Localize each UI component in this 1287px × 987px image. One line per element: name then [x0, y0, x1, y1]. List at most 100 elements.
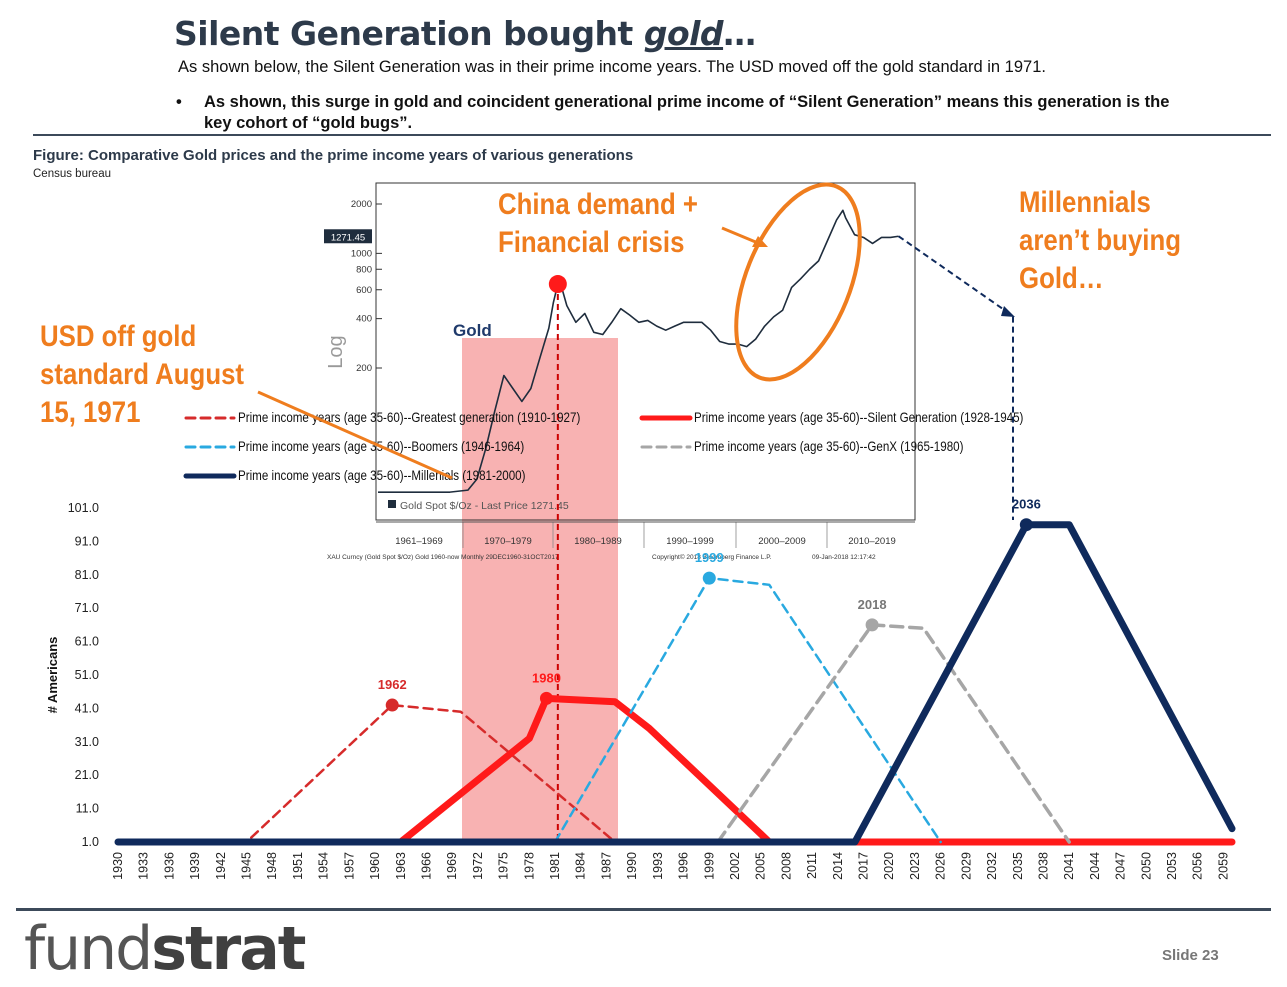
gold-peak-marker: [548, 275, 567, 294]
gold-footer-right: 09-Jan-2018 12:17:42: [812, 554, 876, 561]
figure-source: Census bureau: [33, 168, 111, 180]
x-tick-label: 2050: [1139, 852, 1153, 880]
silent-gen-shaded-band: [462, 338, 618, 842]
gold-projection-line: [898, 235, 1014, 520]
x-tick-label: 2053: [1165, 852, 1179, 880]
series-marker-boomers: [702, 571, 716, 585]
series-marker-greatest: [385, 698, 399, 712]
y-tick-label: 61.0: [75, 635, 99, 649]
x-tick-label: 2056: [1191, 852, 1205, 880]
x-tick-label: 1960: [368, 852, 382, 880]
x-tick-label: 1993: [651, 852, 665, 880]
series-marker-label-silent: 1980: [532, 670, 561, 685]
x-tick-label: 1984: [574, 852, 588, 880]
gold-y-axis-label: Log: [325, 335, 347, 368]
y-tick-label: 11.0: [76, 802, 99, 816]
figure-title: Figure: Comparative Gold prices and the …: [33, 147, 634, 164]
annotation-millennials: Millennials aren’t buying Gold…: [1019, 184, 1181, 298]
bullet-point: • As shown, this surge in gold and coinc…: [176, 92, 1188, 134]
x-tick-label: 1969: [445, 852, 459, 880]
x-tick-label: 1996: [677, 852, 691, 880]
x-tick-label: 2023: [908, 852, 922, 880]
gold-y-tick-label: 200: [356, 363, 372, 374]
series-marker-millennials: [1019, 518, 1033, 532]
china-pointer-line: [721, 226, 759, 245]
x-tick-label: 2041: [1062, 852, 1076, 880]
x-tick-label: 1945: [240, 852, 254, 880]
bullet-text: As shown, this surge in gold and coincid…: [204, 93, 1170, 132]
annotation-china: China demand + Financial crisis: [498, 186, 698, 262]
title-emphasis: gold: [643, 14, 724, 53]
series-marker-genx: [865, 618, 879, 632]
fundstrat-logo: fundstrat: [24, 914, 306, 984]
x-tick-label: 2032: [985, 852, 999, 880]
x-tick-label: 1954: [317, 852, 331, 880]
x-tick-label: 1975: [497, 852, 511, 880]
x-tick-label: 1990: [625, 852, 639, 880]
legend-label-millennials: Prime income years (age 35-60)--Millenia…: [238, 468, 526, 483]
x-tick-label: 2014: [831, 852, 845, 880]
x-tick-label: 2017: [857, 852, 871, 880]
bottom-divider: [16, 908, 1271, 911]
gold-x-tick-label: 1970–1979: [484, 536, 532, 547]
x-tick-label: 1942: [214, 852, 228, 880]
gold-y-tick-label: 1000: [351, 248, 372, 259]
x-tick-label: 2044: [1088, 852, 1102, 880]
gold-x-tick-label: 1980–1989: [574, 536, 622, 547]
gold-current-price-badge: [324, 229, 372, 244]
gold-x-tick-label: 2010–2019: [848, 536, 896, 547]
legend-label-silent: Prime income years (age 35-60)--Silent G…: [694, 410, 1023, 425]
x-tick-label: 1957: [342, 852, 356, 880]
y-tick-label: 21.0: [75, 768, 99, 782]
x-tick-label: 2059: [1216, 852, 1230, 880]
slide-subtitle: As shown below, the Silent Generation wa…: [178, 58, 1046, 76]
annotation-usd-line3: 15, 1971: [40, 396, 141, 429]
y-tick-label: 91.0: [75, 534, 99, 548]
y-tick-label: 81.0: [75, 568, 99, 582]
legend-label-greatest: Prime income years (age 35-60)--Greatest…: [238, 410, 580, 425]
y-tick-label: 101.0: [68, 501, 99, 515]
gold-y-tick-label: 600: [356, 285, 372, 296]
gold-footer-mid: Copyright© 2018 Bloomberg Finance L.P.: [652, 553, 772, 561]
y-tick-label: 41.0: [75, 701, 99, 715]
annotation-usd: USD off gold standard August 15, 1971: [40, 318, 244, 432]
series-marker-label-genx: 2018: [858, 597, 887, 612]
gold-y-tick-label: 800: [356, 264, 372, 275]
series-marker-silent: [539, 691, 553, 705]
gold-y-tick-label: 400: [356, 314, 372, 325]
x-tick-label: 1951: [291, 852, 305, 880]
annotation-millennials-line1: Millennials: [1019, 186, 1151, 219]
gold-x-tick-label: 2000–2009: [758, 536, 806, 547]
gold-legend-swatch: [388, 500, 396, 508]
legend-label-genx: Prime income years (age 35-60)--GenX (19…: [694, 439, 963, 454]
x-tick-label: 1936: [162, 852, 176, 880]
logo-bold: strat: [151, 914, 306, 984]
gold-y-tick-label: 2000: [351, 199, 372, 210]
annotation-millennials-line2: aren’t buying: [1019, 224, 1181, 257]
series-line-millennials: [114, 521, 1236, 846]
series-marker-label-millennials: 2036: [1012, 497, 1041, 512]
x-tick-label: 1939: [188, 852, 202, 880]
gold-x-tick-label: 1990–1999: [666, 536, 714, 547]
x-tick-label: 1981: [548, 852, 562, 880]
x-tick-label: 2002: [728, 852, 742, 880]
x-tick-label: 1966: [419, 852, 433, 880]
series-marker-label-boomers: 1999: [695, 550, 724, 565]
annotation-china-line2: Financial crisis: [498, 226, 685, 259]
x-tick-label: 1999: [702, 852, 716, 880]
gold-legend-label: Gold Spot $/Oz - Last Price 1271.45: [400, 500, 569, 512]
annotation-china-line1: China demand +: [498, 188, 698, 221]
x-tick-label: 1978: [522, 852, 536, 880]
x-tick-label: 2026: [934, 852, 948, 880]
x-tick-label: 2008: [779, 852, 793, 880]
china-highlight-ellipse: [734, 182, 862, 382]
y-tick-label: 31.0: [75, 735, 99, 749]
gold-projection-arrowhead: [1001, 306, 1015, 317]
title-main: Silent Generation bought: [174, 14, 644, 53]
gold-current-price-label: 1271.45: [331, 232, 365, 243]
gold-price-line: [378, 209, 899, 493]
x-tick-label: 2020: [882, 852, 896, 880]
slide-number: Slide 23: [1162, 947, 1219, 964]
x-tick-label: 1933: [137, 852, 151, 880]
